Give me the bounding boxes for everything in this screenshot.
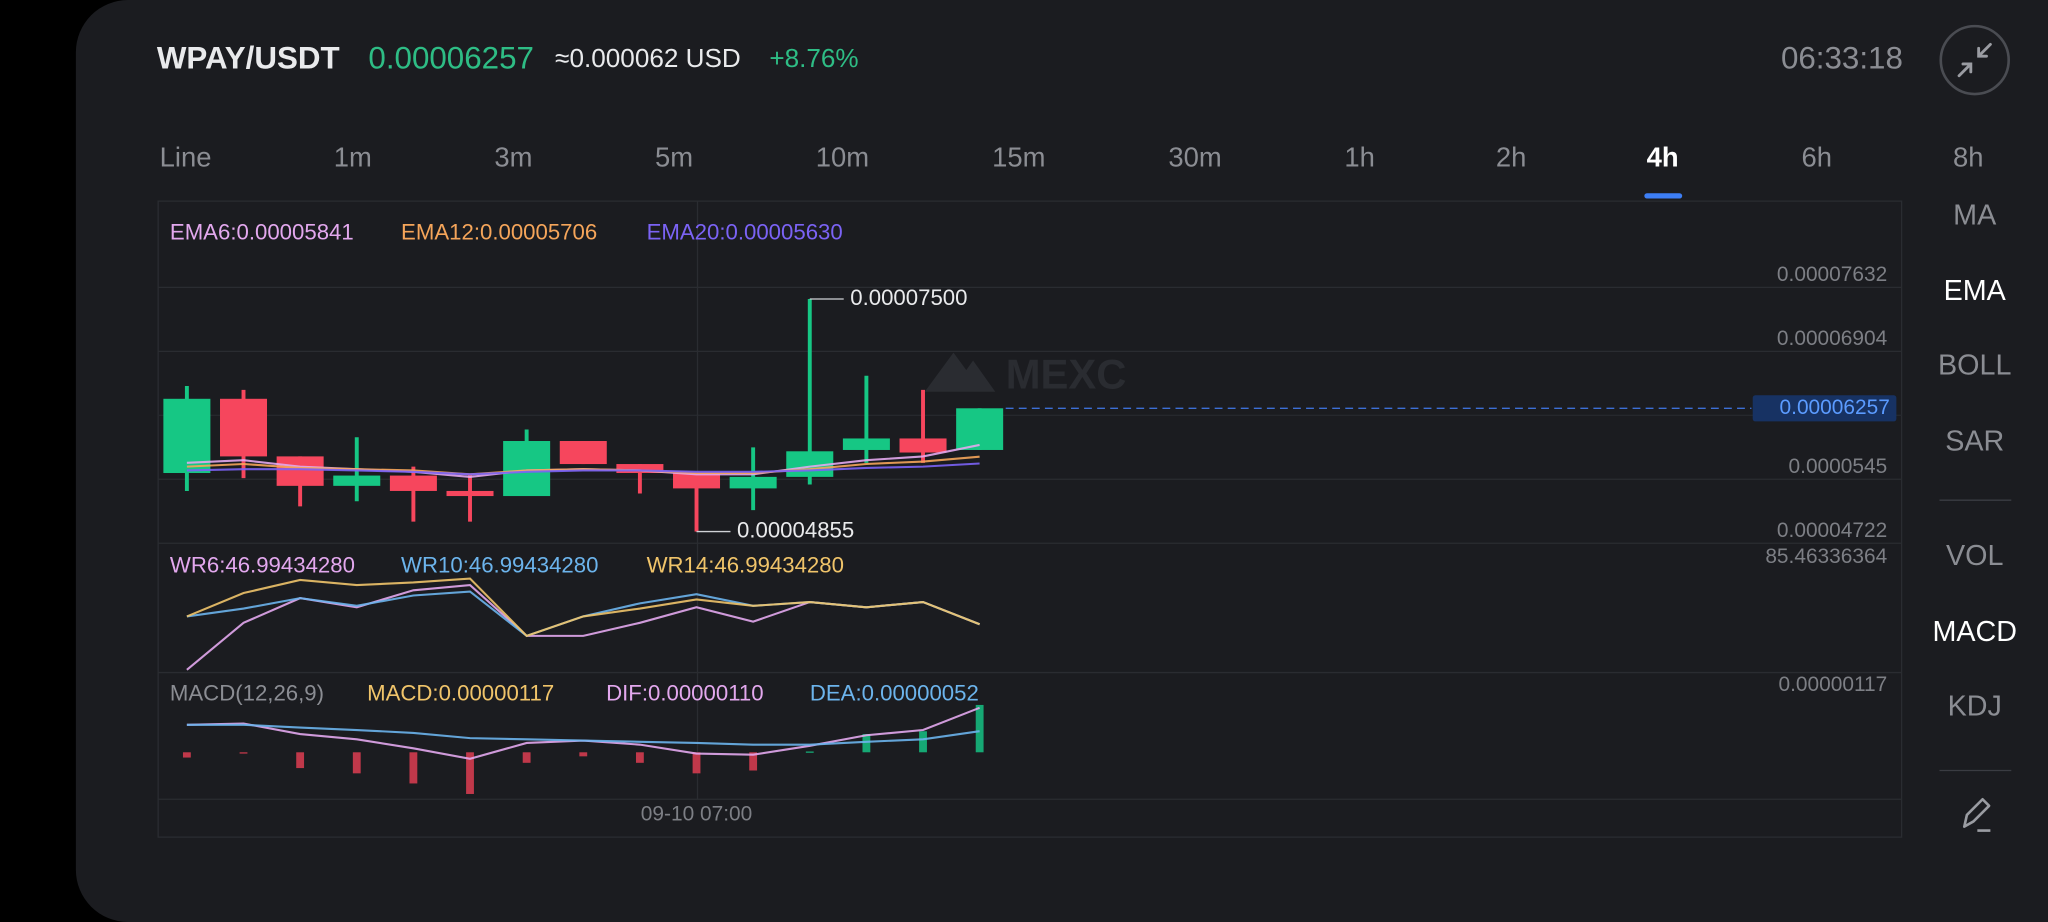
indicator-legend: DEA:0.00000052 xyxy=(810,681,979,706)
collapse-button[interactable] xyxy=(1939,24,2010,96)
pair[interactable]: WPAY/USDT xyxy=(157,40,340,75)
macd-bar xyxy=(805,751,814,753)
macd-bar xyxy=(579,752,588,757)
y-tick-label: 0.0000545 xyxy=(1789,455,1888,478)
candle-body xyxy=(389,475,437,491)
candle-body xyxy=(559,441,607,465)
indicator-legend: EMA20:0.00005630 xyxy=(647,220,843,245)
interval-tab[interactable]: 1h xyxy=(1344,142,1374,173)
pencil-icon xyxy=(1962,797,1991,832)
indicator-line xyxy=(186,462,980,476)
indicator-legend: EMA6:0.00005841 xyxy=(170,220,354,245)
interval-tab[interactable]: 5m xyxy=(655,142,693,173)
current-price-box xyxy=(1752,395,1897,422)
indicator-legend: MACD:0.00000117 xyxy=(367,681,554,706)
indicator-line xyxy=(186,455,980,476)
macd-bar xyxy=(296,752,305,769)
indicator-tab[interactable]: EMA xyxy=(1944,275,2007,307)
indicator-legend: WR10:46.99434280 xyxy=(401,553,598,578)
macd-bar xyxy=(239,752,248,754)
collapse-icon xyxy=(1957,42,1992,78)
indicator-legend: DIF:0.00000110 xyxy=(606,681,763,706)
candle-body xyxy=(899,438,947,453)
macd-bar xyxy=(409,752,418,784)
watermark: MEXC xyxy=(924,350,1127,397)
macd-bar xyxy=(635,752,644,763)
interval-tab[interactable]: 10m xyxy=(816,142,869,173)
interval-tab[interactable]: 4h xyxy=(1647,142,1679,173)
panel-max-label: 85.46336364 xyxy=(1765,545,1887,568)
interval-tab[interactable]: 15m xyxy=(992,142,1045,173)
interval-tab[interactable]: 6h xyxy=(1801,142,1831,173)
candle-body xyxy=(220,398,268,457)
candle-body xyxy=(842,438,890,450)
y-tick-label: 0.00007632 xyxy=(1777,263,1887,286)
x-tick-label: 09-10 07:00 xyxy=(641,802,752,825)
panel-max-label: 0.00000117 xyxy=(1778,673,1887,696)
candle-body xyxy=(163,398,211,474)
watermark-logo xyxy=(924,352,996,392)
panel xyxy=(75,0,2048,922)
candle-body xyxy=(276,456,324,486)
current-price-label: 0.00006257 xyxy=(1780,396,1890,419)
draw-tool[interactable] xyxy=(1962,797,1991,832)
candle-body xyxy=(673,473,721,489)
candle-body xyxy=(333,475,381,486)
macd-bar xyxy=(352,752,361,774)
panel-title: MACD(12,26,9) xyxy=(170,681,324,706)
indicator-legend: WR6:46.99434280 xyxy=(170,553,355,578)
indicator-tab[interactable]: MA xyxy=(1953,199,1997,231)
button-ring xyxy=(1939,24,2010,96)
indicator-tab[interactable]: MACD xyxy=(1932,616,2017,648)
interval-tab[interactable]: 2h xyxy=(1496,142,1526,173)
indicator-legend: WR14:46.99434280 xyxy=(647,553,844,578)
interval-tab[interactable]: 30m xyxy=(1168,142,1221,173)
indicator-line xyxy=(186,723,980,746)
low-label: 0.00004855 xyxy=(737,517,854,542)
clock: 06:33:18 xyxy=(1781,40,1903,75)
macd-bar xyxy=(466,752,474,794)
y-tick-label: 0.00004722 xyxy=(1777,519,1887,542)
macd-bar xyxy=(182,752,191,758)
indicator-tab[interactable]: BOLL xyxy=(1938,350,2011,382)
macd-bar xyxy=(975,704,984,753)
indicator-tab[interactable]: VOL xyxy=(1946,540,2003,572)
candle-body xyxy=(503,441,551,497)
indicator-tab[interactable]: KDJ xyxy=(1948,690,2002,722)
candle-body xyxy=(729,476,777,489)
candle-body xyxy=(956,408,1004,450)
interval-tab[interactable]: 8h xyxy=(1953,142,1983,173)
interval-tab[interactable]: 3m xyxy=(494,142,532,173)
candle-body xyxy=(446,490,494,497)
high-label: 0.00007500 xyxy=(850,285,967,310)
macd-bar xyxy=(862,734,871,753)
macd-bar xyxy=(692,752,701,774)
candle-body xyxy=(616,464,664,474)
indicator-legend: EMA12:0.00005706 xyxy=(401,220,597,245)
indicator-tab[interactable]: SAR xyxy=(1945,425,2004,457)
macd-bar xyxy=(522,752,531,763)
interval-tab[interactable]: Line xyxy=(160,142,212,173)
last-price: 0.00006257 xyxy=(368,40,534,75)
change: +8.76% xyxy=(769,43,858,73)
usd-price: ≈0.000062 USD xyxy=(555,43,741,73)
indicator-line xyxy=(186,577,980,638)
chart-frame xyxy=(157,200,1903,838)
watermark-text: MEXC xyxy=(1006,350,1127,397)
interval-tab[interactable]: 1m xyxy=(334,142,372,173)
macd-bar xyxy=(749,752,758,771)
y-tick-label: 0.00006904 xyxy=(1777,327,1887,350)
active-tab-underline xyxy=(1644,193,1683,199)
macd-bar xyxy=(919,731,927,753)
